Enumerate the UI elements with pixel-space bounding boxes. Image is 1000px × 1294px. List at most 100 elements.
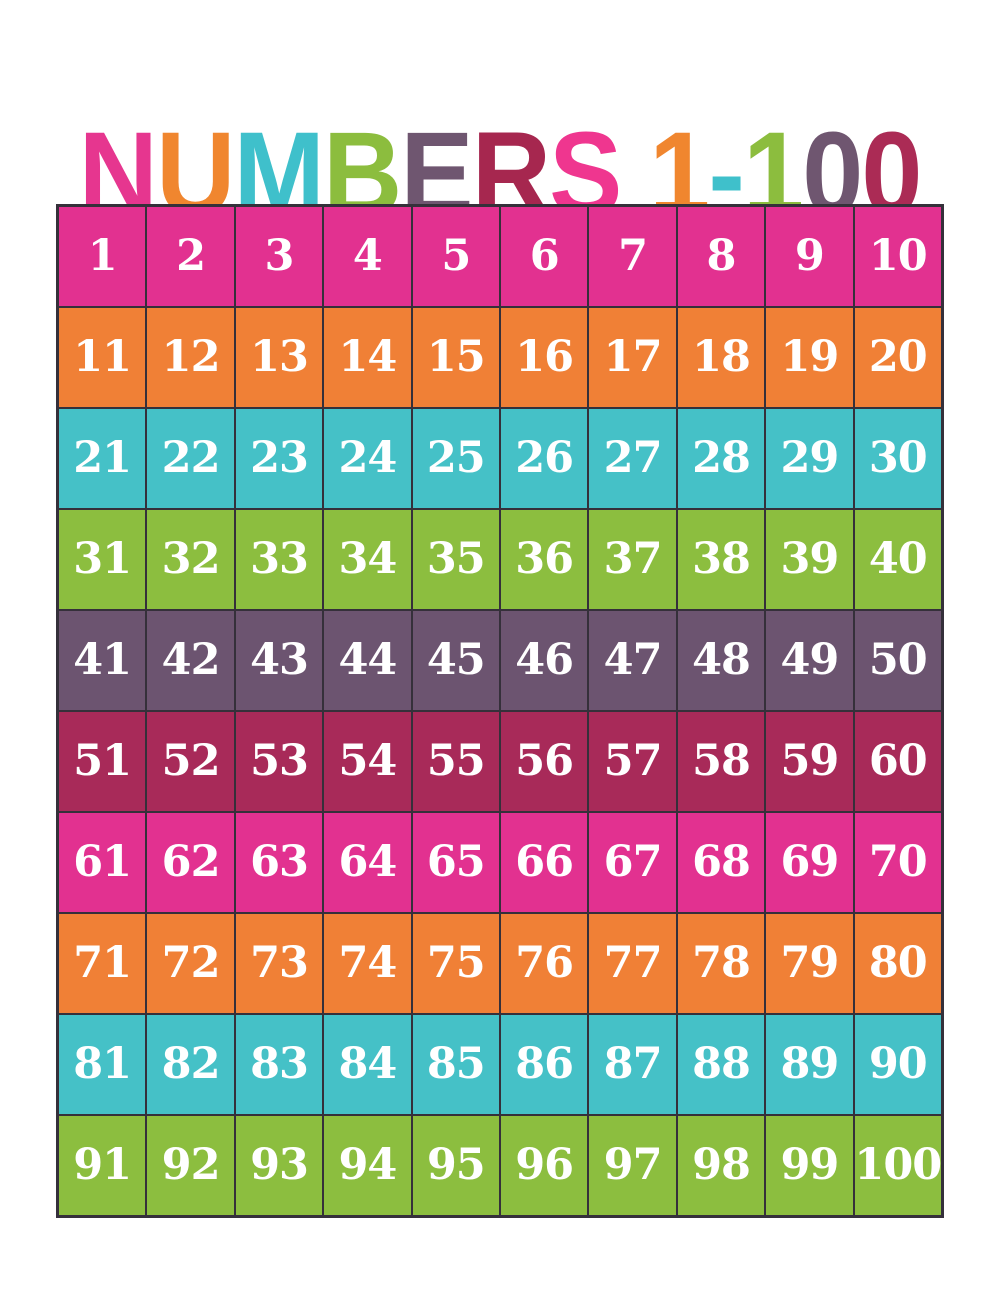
grid-cell-69: 69	[766, 813, 853, 912]
grid-cell-1: 1	[59, 207, 146, 306]
cell-number: 87	[603, 1039, 663, 1089]
cell-number: 55	[426, 736, 486, 786]
grid-cell-50: 50	[854, 611, 941, 710]
grid-cell-8: 8	[677, 207, 765, 306]
cell-number: 2	[176, 231, 206, 281]
grid-cell-96: 96	[501, 1116, 588, 1215]
grid-cell-83: 83	[235, 1015, 323, 1114]
cell-number: 76	[515, 938, 574, 988]
cell-number: 50	[868, 635, 928, 685]
grid-cell-24: 24	[324, 409, 411, 508]
cell-number: 72	[161, 938, 221, 988]
grid-cell-35: 35	[412, 510, 499, 609]
grid-cell-84: 84	[324, 1015, 411, 1114]
grid-cell-42: 42	[147, 611, 234, 710]
cell-number: 96	[515, 1140, 574, 1190]
grid-cell-31: 31	[59, 510, 146, 609]
grid-cell-86: 86	[501, 1015, 588, 1114]
cell-number: 92	[161, 1140, 221, 1190]
grid-cell-26: 26	[501, 409, 588, 508]
cell-number: 73	[250, 938, 309, 988]
grid-cell-39: 39	[766, 510, 853, 609]
cell-number: 18	[692, 332, 751, 382]
cell-number: 63	[250, 837, 309, 887]
cell-number: 3	[264, 231, 295, 281]
grid-cell-73: 73	[235, 914, 323, 1013]
grid-cell-37: 37	[589, 510, 676, 609]
cell-number: 84	[338, 1039, 397, 1089]
cell-number: 40	[868, 534, 928, 584]
cell-number: 93	[250, 1140, 309, 1190]
cell-number: 90	[868, 1039, 928, 1089]
grid-cell-28: 28	[677, 409, 765, 508]
grid-cell-47: 47	[589, 611, 676, 710]
cell-number: 52	[161, 736, 221, 786]
cell-number: 9	[794, 231, 825, 281]
cell-number: 8	[706, 231, 737, 281]
grid-cell-54: 54	[324, 712, 411, 811]
cell-number: 70	[868, 837, 928, 887]
grid-cell-17: 17	[589, 308, 676, 407]
grid-cell-49: 49	[766, 611, 853, 710]
grid-cell-22: 22	[147, 409, 234, 508]
grid-cell-75: 75	[412, 914, 499, 1013]
cell-number: 91	[73, 1140, 132, 1190]
grid-cell-92: 92	[147, 1116, 234, 1215]
cell-number: 59	[780, 736, 839, 786]
grid-cell-4: 4	[324, 207, 411, 306]
number-grid: 1 2 3 4 5 6 7 8 9 10 11 12 13 14 15 16 17 18 19 20 21 22 23 24 2…	[56, 204, 944, 1218]
grid-cell-41: 41	[59, 611, 146, 710]
cell-number: 27	[603, 433, 663, 483]
grid-cell-85: 85	[412, 1015, 499, 1114]
cell-number: 34	[338, 534, 397, 584]
grid-cell-12: 12	[147, 308, 234, 407]
cell-number: 74	[338, 938, 397, 988]
cell-number: 98	[692, 1140, 751, 1190]
cell-number: 7	[618, 231, 648, 281]
grid-cell-59: 59	[766, 712, 853, 811]
cell-number: 94	[338, 1140, 397, 1190]
grid-cell-33: 33	[235, 510, 323, 609]
grid-cell-44: 44	[324, 611, 411, 710]
cell-number: 32	[161, 534, 221, 584]
cell-number: 47	[603, 635, 663, 685]
grid-cell-10: 10	[854, 207, 941, 306]
grid-cell-18: 18	[677, 308, 765, 407]
grid-cell-80: 80	[854, 914, 941, 1013]
grid-cell-77: 77	[589, 914, 676, 1013]
cell-number: 86	[515, 1039, 574, 1089]
grid-cell-40: 40	[854, 510, 941, 609]
cell-number: 19	[780, 332, 839, 382]
cell-number: 13	[250, 332, 309, 382]
grid-cell-72: 72	[147, 914, 234, 1013]
grid-cell-14: 14	[324, 308, 411, 407]
cell-number: 58	[692, 736, 751, 786]
cell-number: 30	[868, 433, 928, 483]
grid-cell-7: 7	[589, 207, 676, 306]
grid-cell-21: 21	[59, 409, 146, 508]
cell-number: 35	[426, 534, 486, 584]
cell-number: 75	[426, 938, 486, 988]
cell-number: 61	[73, 837, 132, 887]
cell-number: 71	[73, 938, 132, 988]
cell-number: 28	[692, 433, 751, 483]
cell-number: 68	[692, 837, 751, 887]
grid-cell-9: 9	[766, 207, 853, 306]
grid-cell-79: 79	[766, 914, 853, 1013]
cell-number: 22	[161, 433, 221, 483]
grid-cell-78: 78	[677, 914, 765, 1013]
cell-number: 23	[250, 433, 309, 483]
cell-number: 64	[338, 837, 397, 887]
grid-cell-16: 16	[501, 308, 588, 407]
grid-cell-32: 32	[147, 510, 234, 609]
cell-number: 77	[603, 938, 663, 988]
cell-number: 31	[73, 534, 132, 584]
cell-number: 46	[515, 635, 574, 685]
cell-number: 12	[161, 332, 221, 382]
grid-cell-65: 65	[412, 813, 499, 912]
cell-number: 48	[692, 635, 751, 685]
cell-number: 38	[692, 534, 751, 584]
grid-cell-27: 27	[589, 409, 676, 508]
grid-cell-2: 2	[147, 207, 234, 306]
cell-number: 41	[73, 635, 132, 685]
